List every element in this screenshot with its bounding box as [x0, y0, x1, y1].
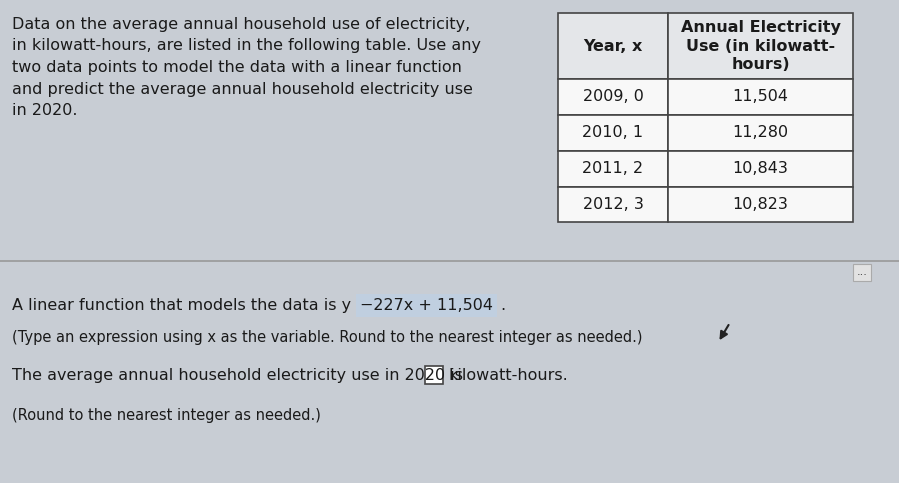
Text: 10,843: 10,843	[733, 161, 788, 176]
Bar	[558, 14, 668, 79]
Text: The average annual household electricity use in 2020 is: The average annual household electricity…	[12, 368, 468, 383]
Bar	[668, 79, 853, 114]
Text: 2009, 0: 2009, 0	[583, 89, 644, 104]
Bar	[558, 151, 668, 186]
Text: A linear function that models the data is y =: A linear function that models the data i…	[12, 298, 375, 313]
Text: 11,280: 11,280	[733, 125, 788, 140]
Bar	[668, 151, 853, 186]
Bar	[425, 366, 443, 384]
Text: .: .	[500, 298, 505, 313]
Bar	[558, 79, 668, 114]
Text: 2010, 1: 2010, 1	[583, 125, 644, 140]
Text: 2012, 3: 2012, 3	[583, 197, 644, 212]
Text: 10,823: 10,823	[733, 197, 788, 212]
Text: 11,504: 11,504	[733, 89, 788, 104]
Bar	[558, 114, 668, 151]
Text: ...: ...	[857, 268, 868, 277]
Text: (Type an expression using x as the variable. Round to the nearest integer as nee: (Type an expression using x as the varia…	[12, 329, 643, 344]
Text: (Round to the nearest integer as needed.): (Round to the nearest integer as needed.…	[12, 408, 321, 423]
Bar	[668, 14, 853, 79]
Text: 2011, 2: 2011, 2	[583, 161, 644, 176]
Text: Data on the average annual household use of electricity,
in kilowatt-hours, are : Data on the average annual household use…	[12, 17, 481, 118]
Text: Year, x: Year, x	[583, 39, 643, 54]
Bar	[668, 114, 853, 151]
Bar	[558, 186, 668, 223]
Bar	[668, 186, 853, 223]
Text: −227x + 11,504: −227x + 11,504	[360, 298, 493, 313]
Text: Annual Electricity
Use (in kilowatt-
hours): Annual Electricity Use (in kilowatt- hou…	[681, 20, 841, 72]
Text: kilowatt-hours.: kilowatt-hours.	[449, 368, 569, 383]
